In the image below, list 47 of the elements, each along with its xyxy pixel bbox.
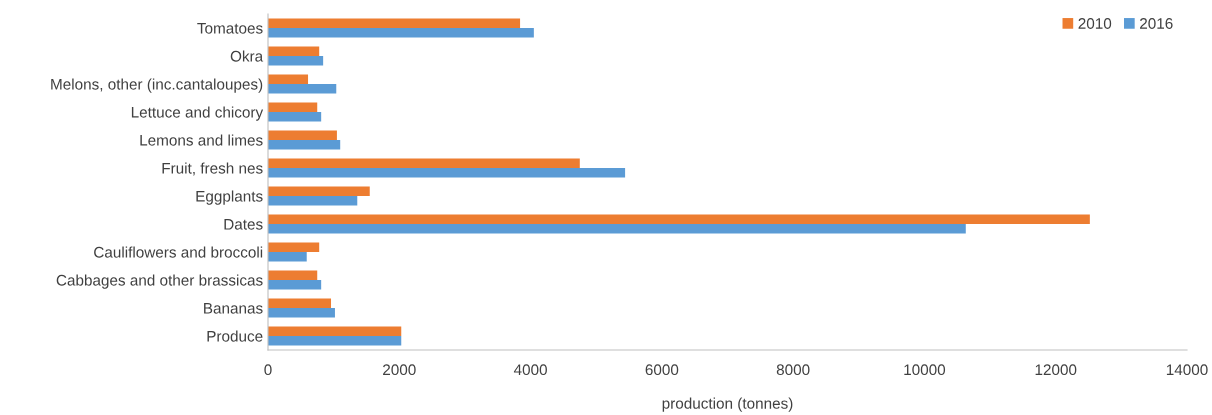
x-tick-label: 6000 — [645, 364, 679, 376]
bar — [268, 196, 358, 206]
x-axis-title: production (tonnes) — [662, 397, 793, 412]
y-tick-label: Dates — [224, 219, 263, 230]
x-tick-label: 2000 — [383, 364, 416, 376]
x-tick-label: 8000 — [776, 364, 810, 376]
y-tick-label: Produce — [207, 330, 263, 342]
x-tick-label: 14000 — [1166, 364, 1208, 376]
bar — [268, 84, 337, 94]
y-tick-label: Melons, other (inc.cantaloupes) — [51, 78, 263, 93]
y-tick-label: Okra — [230, 50, 264, 62]
y-tick-label: Fruit, fresh nes — [162, 162, 263, 176]
bar — [268, 28, 534, 38]
bar — [268, 224, 966, 234]
bar — [268, 130, 337, 140]
x-tick-label: 12000 — [1035, 364, 1077, 376]
bar — [268, 140, 341, 150]
bar — [268, 18, 521, 28]
y-tick-label: Tomatoes — [197, 23, 263, 34]
bar — [268, 168, 626, 178]
bar — [268, 158, 580, 168]
y-tick-label: Lemons and limes — [140, 134, 263, 146]
x-tick-label: 0 — [264, 364, 272, 376]
bar — [268, 102, 318, 112]
bar — [268, 112, 322, 122]
y-tick-label: Cabbages and other brassicas — [56, 274, 263, 289]
bar — [268, 46, 320, 56]
y-tick-label: Eggplants — [196, 190, 263, 205]
bar — [268, 74, 309, 84]
bar — [268, 214, 1090, 224]
bar — [268, 56, 324, 66]
y-tick-label: Cauliflowers and broccoli — [94, 246, 263, 258]
bar — [268, 242, 320, 252]
bar — [268, 298, 332, 308]
legend-label: 2010 — [1078, 18, 1112, 29]
bar — [268, 308, 335, 318]
bar — [268, 326, 402, 336]
y-tick-label: Bananas — [204, 303, 263, 314]
bar — [268, 270, 318, 280]
x-tick-label: 10000 — [904, 364, 946, 376]
y-tick-label: Lettuce and chicory — [131, 106, 264, 121]
legend-label: 2016 — [1140, 18, 1173, 29]
bar — [268, 186, 370, 196]
x-tick-label: 4000 — [513, 364, 547, 376]
bar — [268, 336, 402, 346]
bar — [268, 280, 322, 290]
bar — [268, 252, 307, 262]
